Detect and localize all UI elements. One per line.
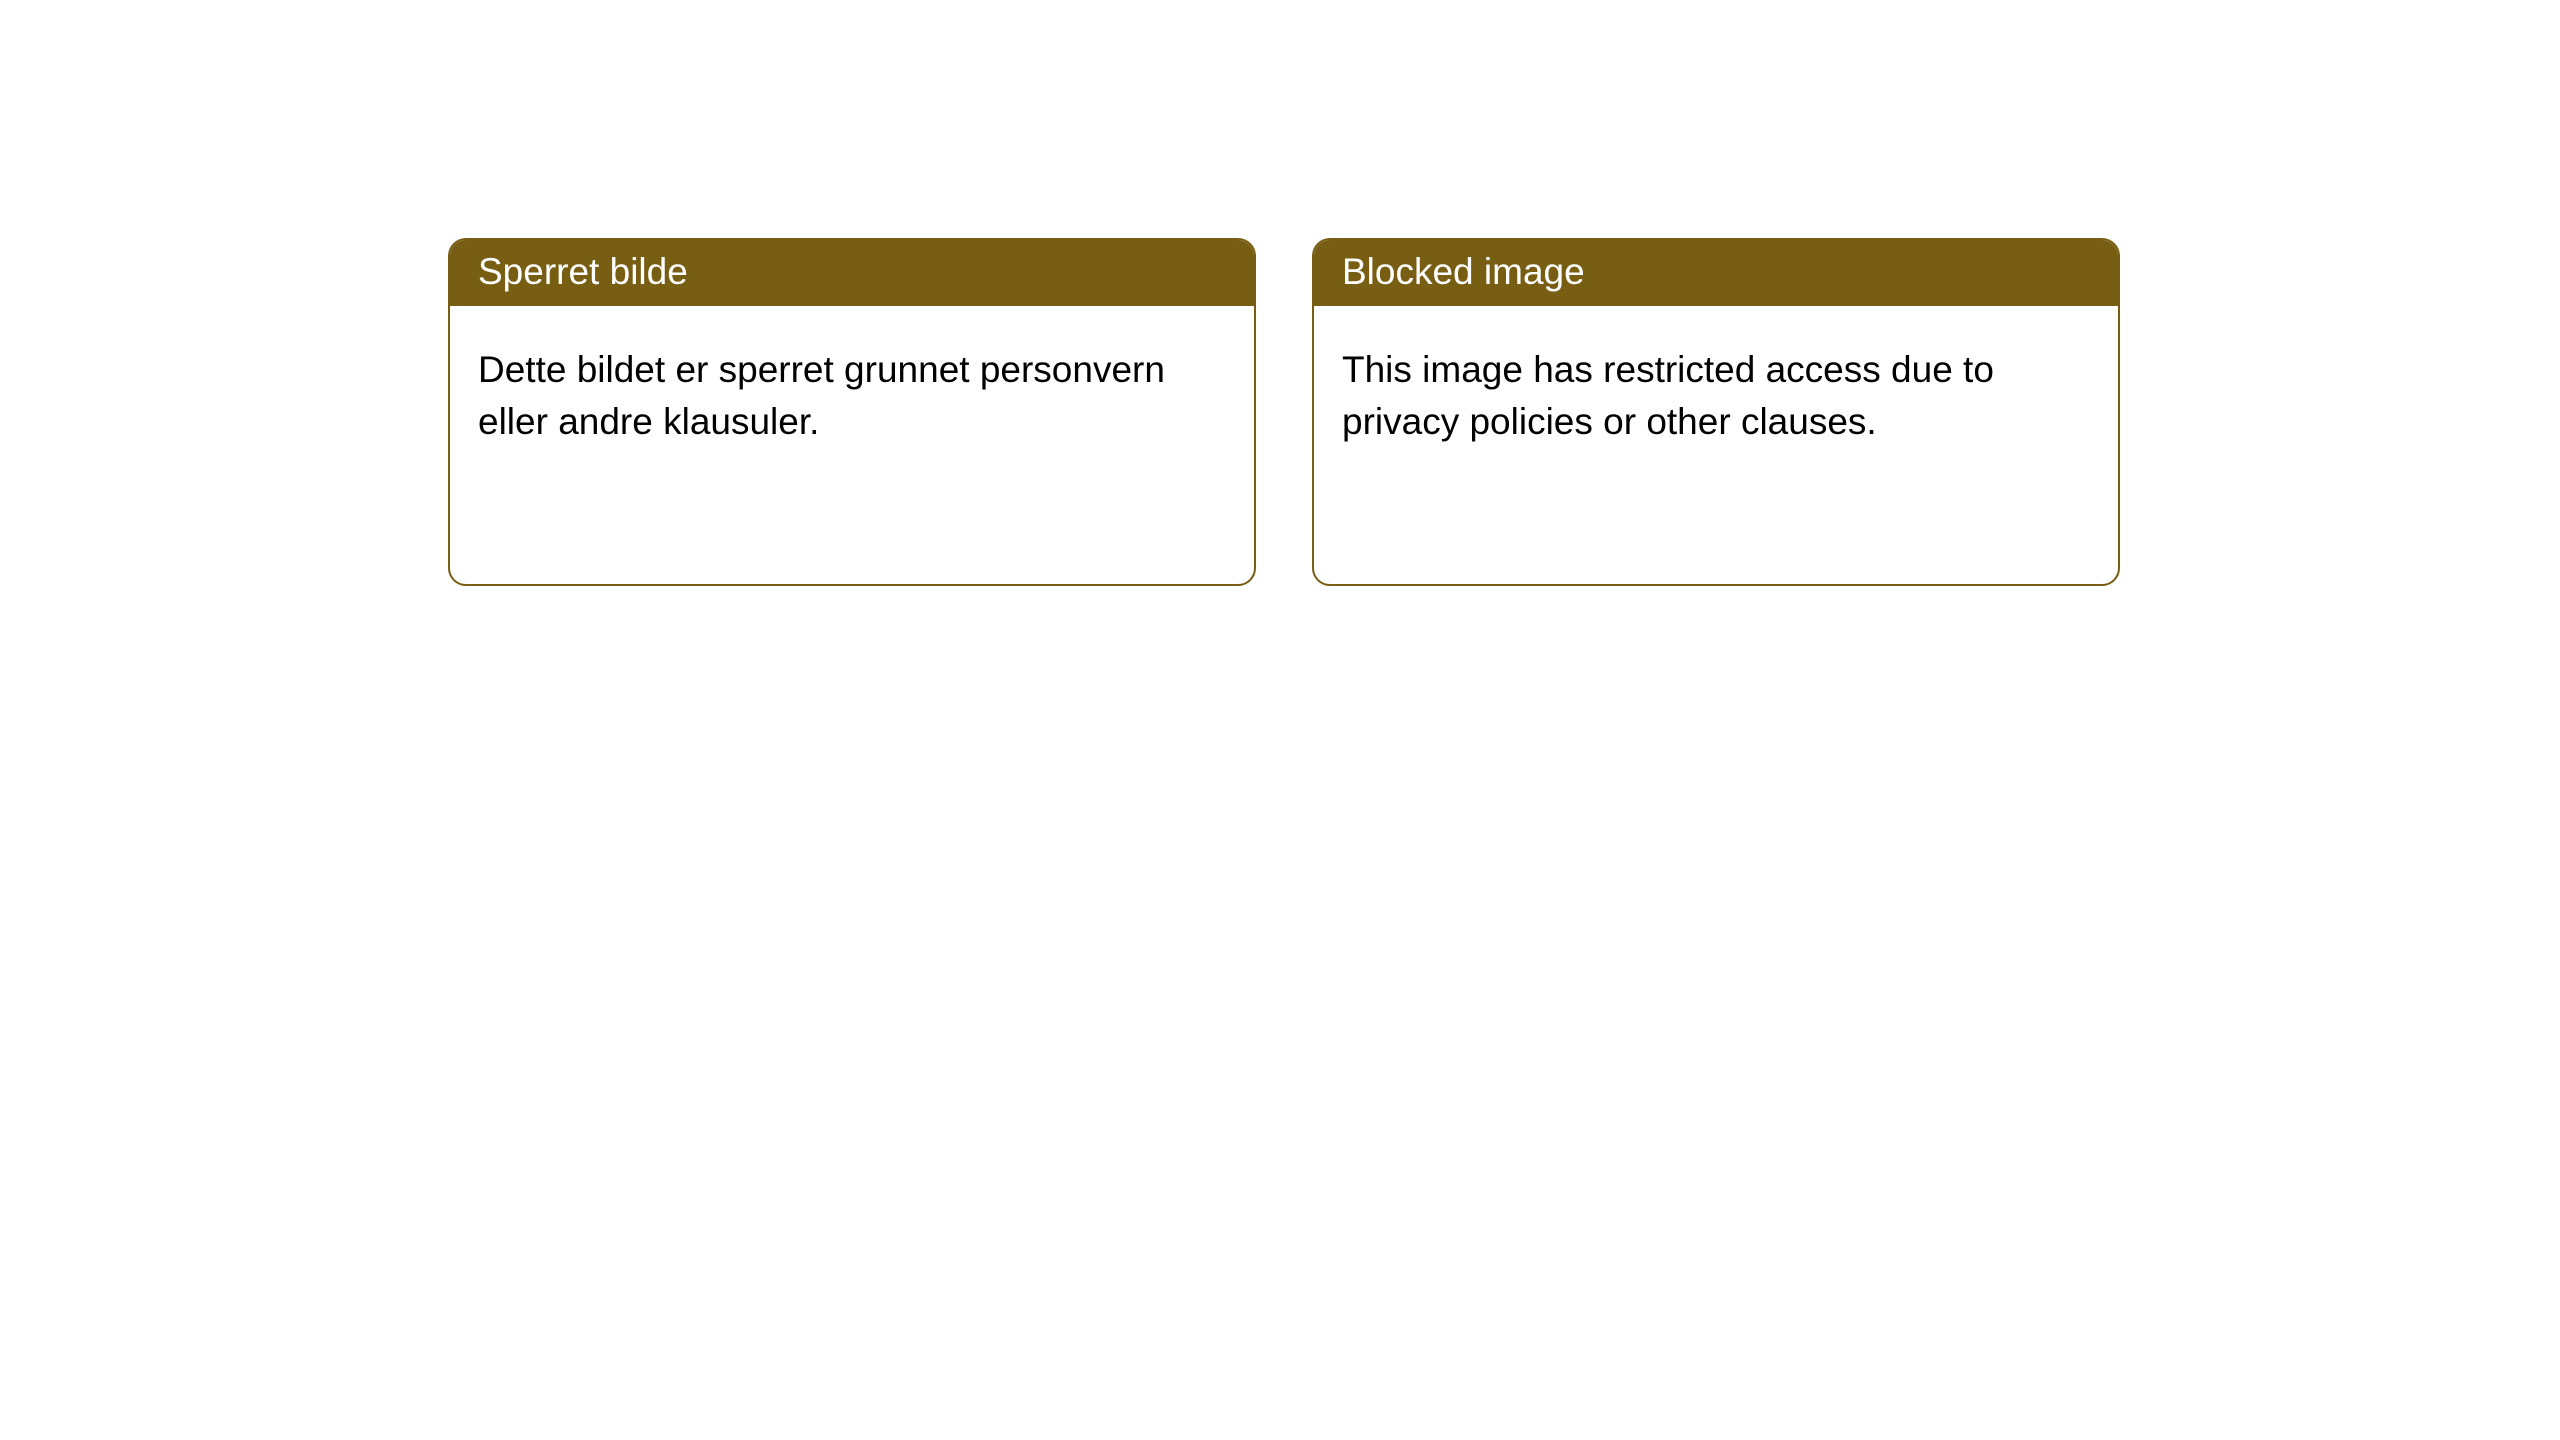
notice-body: Dette bildet er sperret grunnet personve…	[450, 306, 1254, 584]
notice-box-norwegian: Sperret bilde Dette bildet er sperret gr…	[448, 238, 1256, 586]
notice-box-english: Blocked image This image has restricted …	[1312, 238, 2120, 586]
notice-header: Sperret bilde	[450, 240, 1254, 306]
notice-body-text: Dette bildet er sperret grunnet personve…	[478, 349, 1165, 442]
notice-body-text: This image has restricted access due to …	[1342, 349, 1994, 442]
notice-title: Blocked image	[1342, 251, 1585, 292]
notice-title: Sperret bilde	[478, 251, 688, 292]
notice-header: Blocked image	[1314, 240, 2118, 306]
notices-container: Sperret bilde Dette bildet er sperret gr…	[0, 0, 2560, 586]
notice-body: This image has restricted access due to …	[1314, 306, 2118, 584]
